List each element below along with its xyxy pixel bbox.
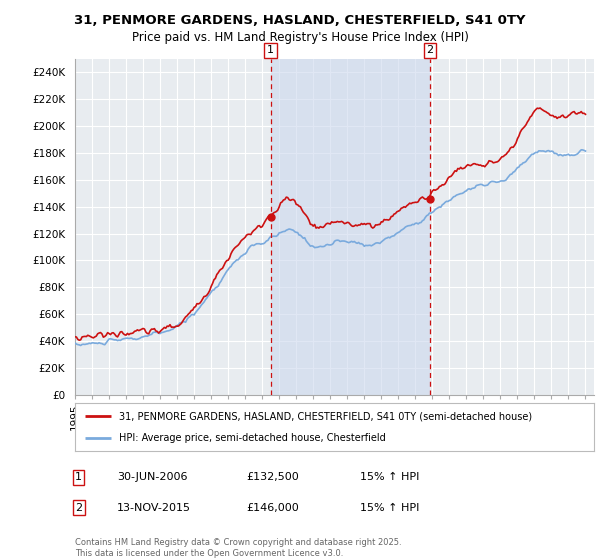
Text: 31, PENMORE GARDENS, HASLAND, CHESTERFIELD, S41 0TY: 31, PENMORE GARDENS, HASLAND, CHESTERFIE… bbox=[74, 14, 526, 27]
Text: Contains HM Land Registry data © Crown copyright and database right 2025.
This d: Contains HM Land Registry data © Crown c… bbox=[75, 538, 401, 558]
Text: Price paid vs. HM Land Registry's House Price Index (HPI): Price paid vs. HM Land Registry's House … bbox=[131, 31, 469, 44]
Text: 1: 1 bbox=[75, 472, 82, 482]
Text: 30-JUN-2006: 30-JUN-2006 bbox=[117, 472, 187, 482]
Text: 15% ↑ HPI: 15% ↑ HPI bbox=[360, 503, 419, 513]
Text: 2: 2 bbox=[427, 45, 434, 55]
Text: 15% ↑ HPI: 15% ↑ HPI bbox=[360, 472, 419, 482]
Text: £146,000: £146,000 bbox=[246, 503, 299, 513]
Text: 1: 1 bbox=[267, 45, 274, 55]
Text: 2: 2 bbox=[75, 503, 82, 513]
Text: 13-NOV-2015: 13-NOV-2015 bbox=[117, 503, 191, 513]
Text: 31, PENMORE GARDENS, HASLAND, CHESTERFIELD, S41 0TY (semi-detached house): 31, PENMORE GARDENS, HASLAND, CHESTERFIE… bbox=[119, 411, 532, 421]
Text: HPI: Average price, semi-detached house, Chesterfield: HPI: Average price, semi-detached house,… bbox=[119, 433, 386, 443]
Bar bbox=[271, 59, 430, 395]
Text: £132,500: £132,500 bbox=[246, 472, 299, 482]
